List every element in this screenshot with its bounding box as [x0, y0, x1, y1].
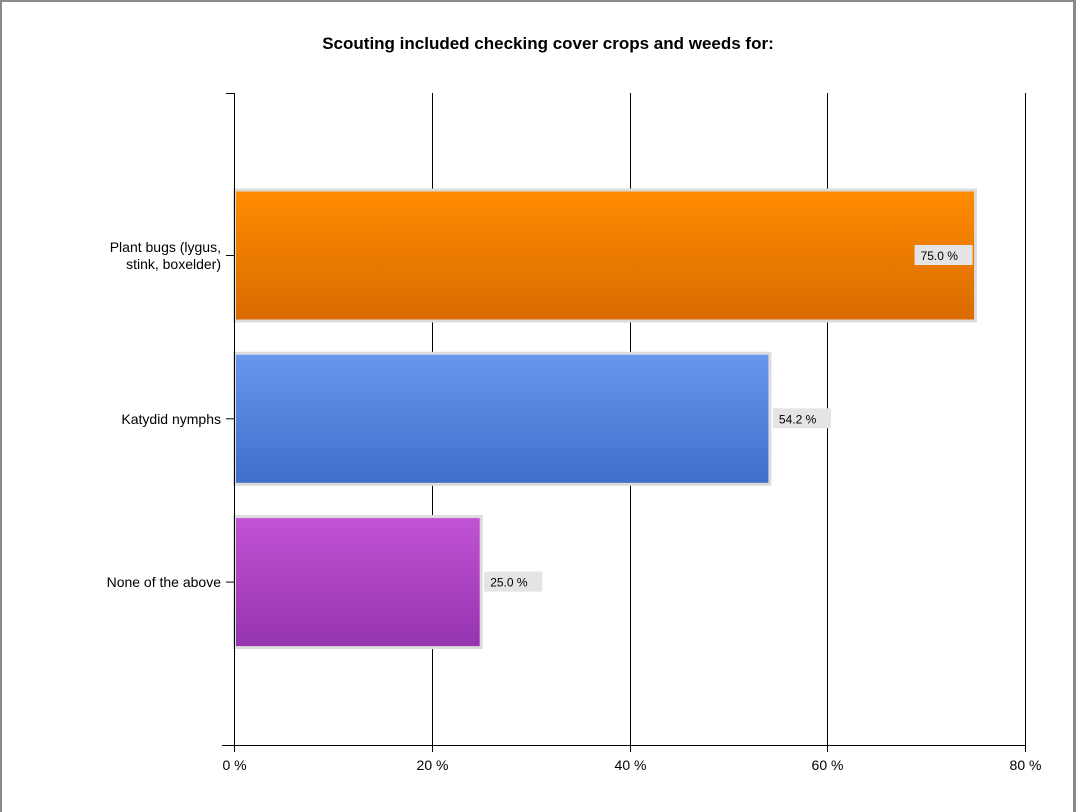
frame-border-right	[1073, 0, 1076, 812]
frame-border-top	[0, 0, 1076, 2]
x-tick-label: 0 %	[222, 757, 246, 773]
value-label: 54.2 %	[779, 412, 817, 426]
value-label-box	[772, 408, 831, 429]
x-tick-label: 40 %	[615, 757, 647, 773]
category-label: stink, boxelder)	[126, 256, 221, 272]
value-label-box	[914, 245, 973, 265]
bar-2	[233, 515, 483, 650]
frame-border-left	[0, 0, 2, 812]
chart-title: Scouting included checking cover crops a…	[322, 34, 774, 53]
x-tick-label: 80 %	[1010, 757, 1042, 773]
value-label-box	[484, 571, 543, 592]
bar-0	[233, 188, 978, 323]
x-tick-label: 20 %	[417, 757, 449, 773]
category-label: Katydid nymphs	[121, 411, 221, 427]
category-label: None of the above	[107, 574, 222, 590]
bar-1	[233, 351, 772, 486]
value-label: 75.0 %	[921, 249, 959, 263]
x-tick-label: 60 %	[812, 757, 844, 773]
category-label: Plant bugs (lygus,	[110, 239, 221, 255]
value-label: 25.0 %	[490, 576, 528, 590]
